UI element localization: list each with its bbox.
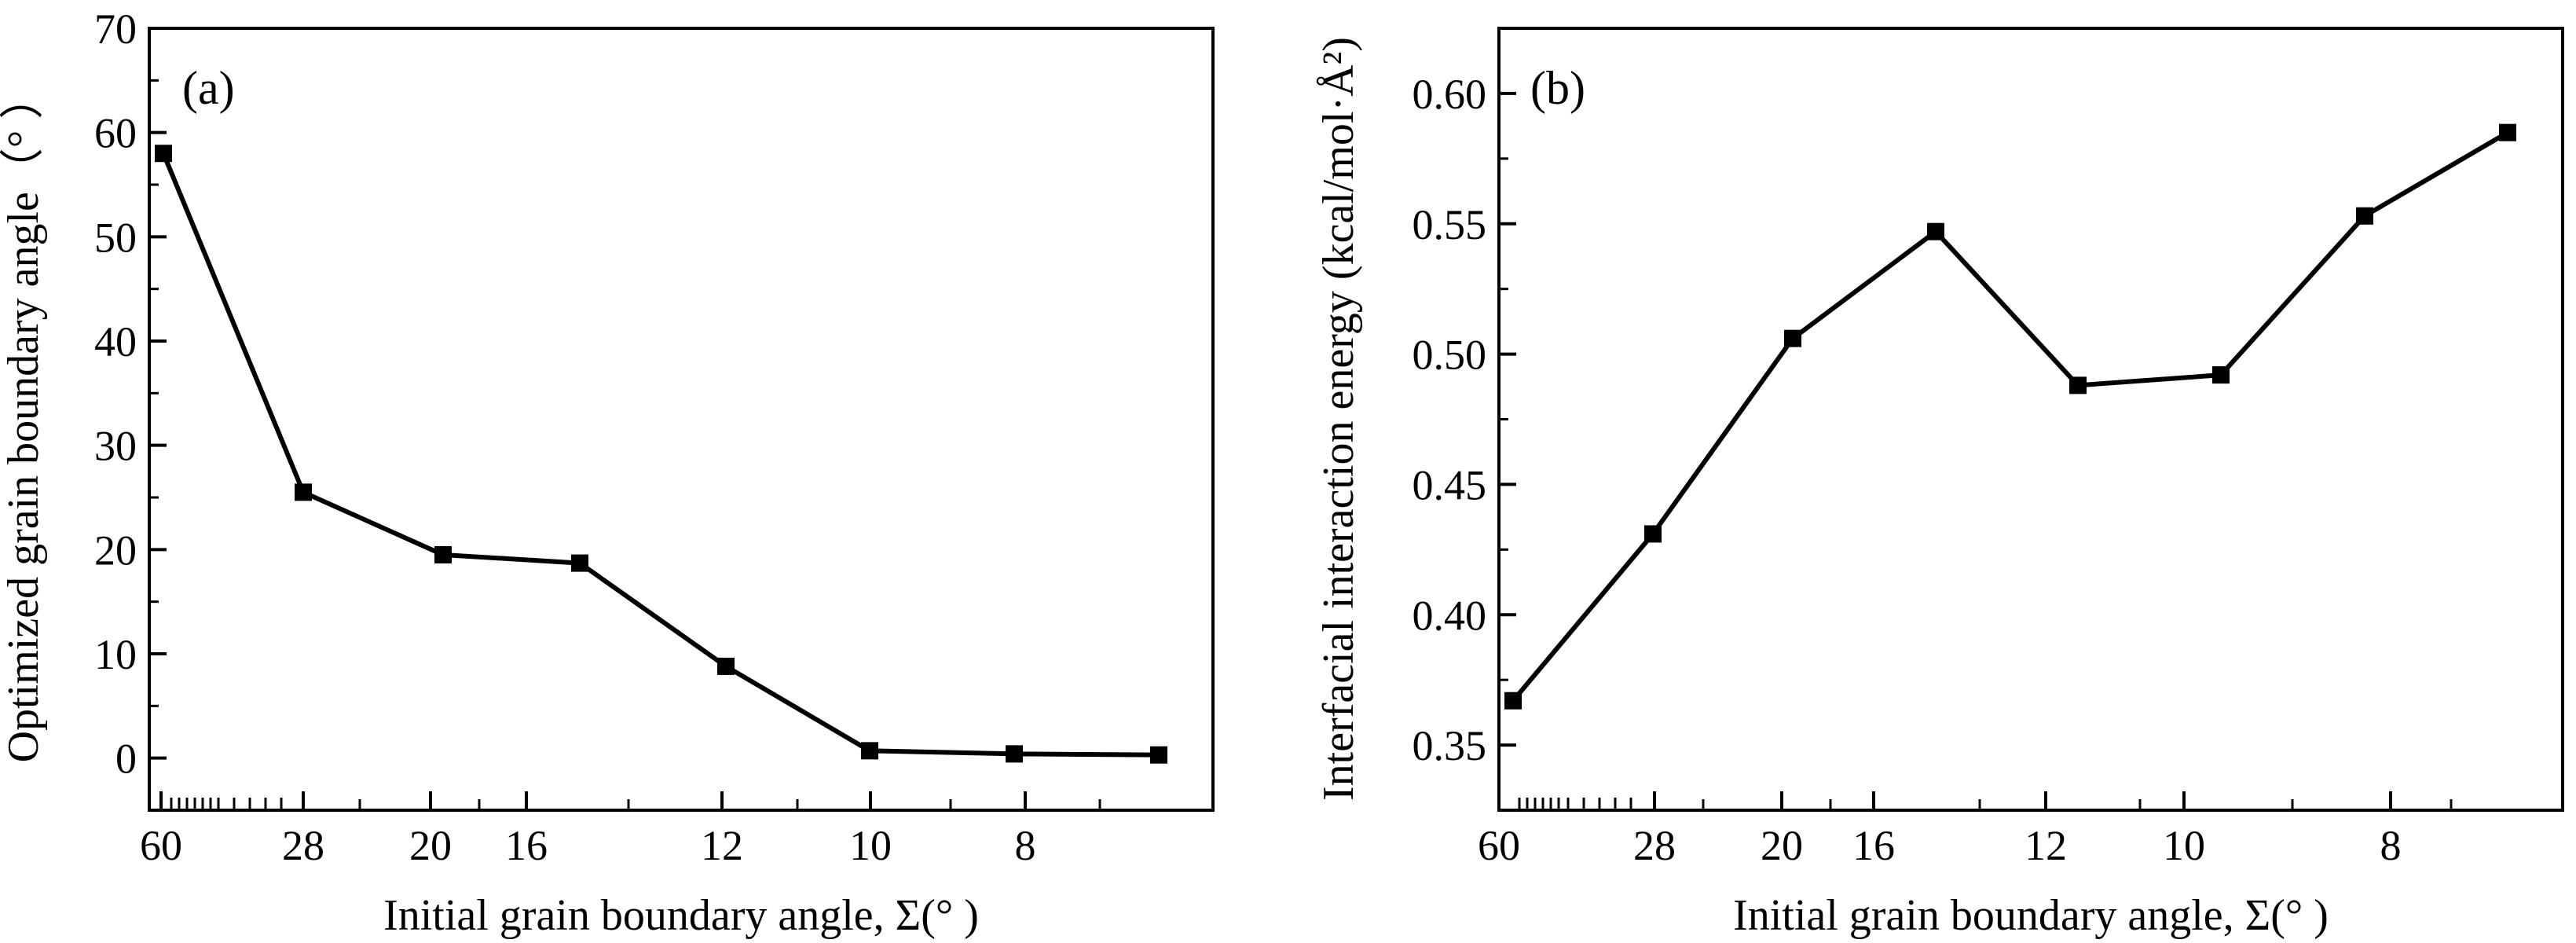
x-tick-label: 20	[409, 822, 452, 869]
data-point-12	[2069, 376, 2087, 394]
x-tick-label: 12	[701, 822, 743, 869]
x-axis-ticks-a: 60 28 20 16 12 10 8	[140, 791, 1101, 869]
series-b	[1504, 123, 2516, 710]
data-point-60	[1504, 692, 1522, 710]
y-axis-ticks-b: 0.35 0.40 0.45 0.50 0.55 0.60	[1413, 71, 1516, 769]
x-tick-label: 28	[282, 822, 324, 869]
x-tick-label: 10	[849, 822, 892, 869]
x-tick-label: 16	[505, 822, 548, 869]
plot-frame-a	[148, 27, 1215, 812]
data-point-12	[717, 657, 735, 675]
y-tick-label: 70	[94, 6, 137, 53]
y-tick-label: 50	[94, 214, 137, 261]
data-point-10	[861, 742, 878, 760]
series-line	[1511, 130, 2509, 703]
panel-a: 0 10 20 30 40 50 60 70 60 28 20 16 12 10 8 (a) Initia…	[0, 6, 1215, 940]
x-axis-ticks-b: 60 28 20 16 12 10 8	[1478, 791, 2453, 869]
data-point-16	[571, 554, 588, 572]
panel-b: 0.35 0.40 0.45 0.50 0.55 0.60 60 28 20 16 12 10 8 (…	[1314, 27, 2564, 940]
y-axis-ticks-a: 0 10 20 30 40 50 60 70	[94, 6, 167, 812]
data-point-20	[434, 545, 452, 563]
x-tick-label: 8	[2380, 822, 2402, 869]
data-point-7	[2499, 123, 2516, 141]
y-tick-label: 60	[94, 110, 137, 157]
x-tick-label: 12	[2025, 822, 2067, 869]
y-tick-label: 0.35	[1413, 722, 1487, 769]
panel-label-b: (b)	[1530, 62, 1585, 114]
data-point-16	[1927, 222, 1944, 240]
data-point-10	[2212, 366, 2230, 384]
x-tick-label: 20	[1761, 822, 1803, 869]
x-tick-label: 10	[2163, 822, 2205, 869]
data-point-8	[1006, 745, 1023, 763]
data-point-7	[1150, 746, 1167, 764]
x-axis-title-a: Initial grain boundary angle, Σ(° )	[383, 891, 979, 940]
panel-label-a: (a)	[182, 62, 235, 114]
x-tick-label: 16	[1852, 822, 1895, 869]
x-axis-title-b: Initial grain boundary angle, Σ(° )	[1733, 891, 2329, 940]
data-point-60	[155, 145, 172, 163]
y-tick-label: 10	[94, 631, 137, 678]
y-tick-label: 0.40	[1413, 592, 1487, 639]
y-tick-label: 0	[115, 736, 137, 783]
y-tick-label: 30	[94, 423, 137, 470]
data-point-8	[2356, 207, 2373, 225]
y-tick-label: 20	[94, 527, 137, 574]
series-a	[155, 145, 1167, 764]
data-point-28	[1644, 525, 1662, 543]
y-tick-label: 0.45	[1413, 461, 1487, 508]
x-tick-label: 60	[1478, 822, 1520, 869]
data-point-20	[1784, 329, 1801, 347]
series-line	[161, 152, 1160, 758]
x-tick-label: 28	[1633, 822, 1676, 869]
y-tick-label: 0.50	[1413, 332, 1487, 379]
data-point-28	[295, 483, 312, 501]
y-axis-title-a: Optimized grain boundary angle（° ）	[0, 75, 48, 763]
y-axis-title-b: Interfacial interaction energy (kcal/mol…	[1314, 37, 1363, 801]
y-tick-label: 0.60	[1413, 71, 1487, 118]
y-tick-label: 0.55	[1413, 201, 1487, 248]
x-tick-label: 60	[140, 822, 182, 869]
x-tick-label: 8	[1015, 822, 1036, 869]
y-tick-label: 40	[94, 318, 137, 365]
